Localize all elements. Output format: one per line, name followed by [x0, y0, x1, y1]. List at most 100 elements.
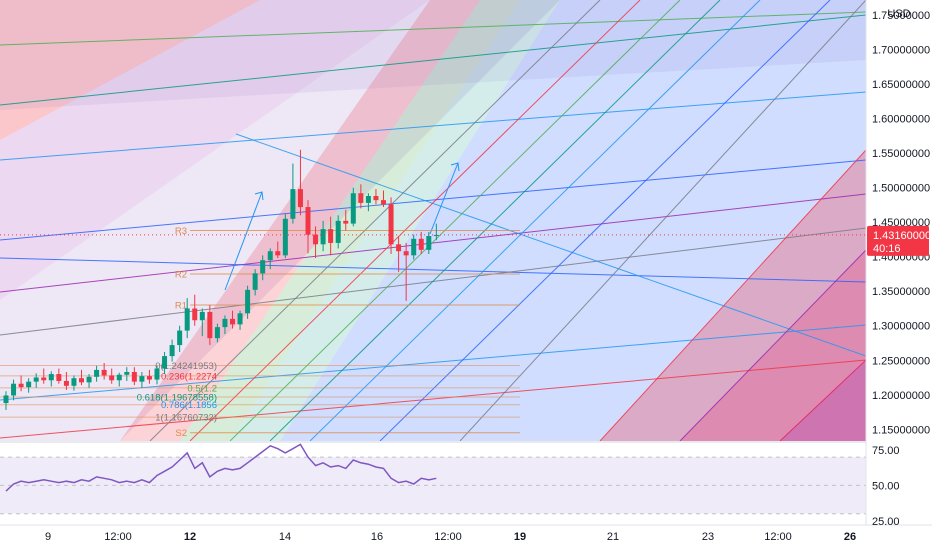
candle-4 [33, 373, 39, 388]
candle-20 [154, 365, 160, 385]
pivot-label-r1: R1 [175, 301, 187, 312]
candle-48 [365, 193, 371, 212]
candle-15 [116, 372, 122, 387]
candle-body [350, 193, 356, 224]
time-axis[interactable]: 9 12:00 12 14 16 12:00 19 21 23 12:00 26 [45, 531, 856, 543]
candle-body [290, 189, 296, 219]
candle-body [199, 311, 205, 321]
drawing-line-11 [189, 0, 641, 441]
drawing-line-17 [599, 149, 866, 441]
candle-14 [109, 368, 115, 384]
candle-body [305, 207, 311, 235]
drawing-line-12 [229, 0, 681, 441]
drawing-line-9 [235, 133, 866, 357]
candle-body [116, 374, 122, 381]
drawing-line-4 [0, 193, 866, 293]
drawing-layer[interactable] [0, 0, 866, 441]
candle-body [335, 220, 341, 243]
candle-body [245, 289, 251, 314]
candle-body [388, 204, 394, 245]
candle-body [313, 234, 319, 245]
drawing-band-2 [0, 0, 560, 441]
projection-arrowhead-0 [254, 191, 264, 201]
candle-body [162, 356, 168, 369]
pivot-label-r2: R2 [175, 269, 187, 280]
fib-label-2: 0.5(1.2 [187, 383, 217, 394]
candle-body [320, 229, 326, 245]
candle-42 [320, 220, 326, 252]
price-tick-label: 1.60000000 [872, 114, 930, 126]
candle-body [328, 229, 334, 243]
candle-body [297, 189, 303, 208]
candle-11 [86, 374, 92, 388]
rsi-pane[interactable] [0, 443, 866, 525]
candle-body [18, 383, 24, 388]
candle-body [260, 260, 266, 274]
pivot-fib-layer: R3 R2 R1 S2 0(1.24241953)0.236(1.22740.5(1.2… [0, 226, 520, 439]
price-tick-label: 1.20000000 [872, 390, 930, 402]
drawing-band-4 [180, 0, 520, 441]
price-tick-label: 1.25000000 [872, 355, 930, 367]
drawing-line-19 [779, 359, 866, 441]
candle-1 [11, 379, 17, 401]
time-tick-label: 12:00 [104, 531, 132, 543]
candle-30 [230, 310, 235, 329]
candle-body [184, 308, 190, 331]
candle-body [154, 368, 160, 380]
pivot-label-s2: S2 [175, 428, 187, 439]
candle-body [426, 236, 432, 250]
drawing-line-18 [679, 249, 866, 441]
candle-19 [146, 369, 152, 384]
candle-16 [124, 367, 130, 381]
price-pane[interactable]: R3 R2 R1 S2 0(1.24241953)0.236(1.22740.5(1.2… [0, 0, 866, 441]
rsi-line [5, 443, 437, 492]
price-tick-label: 1.70000000 [872, 45, 930, 57]
time-tick-label: 9 [45, 531, 51, 543]
candle-body [275, 251, 281, 256]
time-tick-label: 26 [844, 531, 856, 543]
candle-3 [26, 378, 32, 393]
candle-21 [162, 351, 168, 375]
candle-body [71, 378, 77, 386]
currency-label[interactable]: USD [887, 8, 910, 20]
price-tick-label: 1.15000000 [872, 424, 930, 436]
price-tag-value: 1.43160000 [873, 230, 931, 242]
drawing-line-1 [0, 14, 866, 106]
candle-6 [48, 371, 54, 387]
rsi-tick-label: 75.00 [872, 445, 900, 457]
drawing-line-16 [459, 0, 866, 441]
candle-body [381, 200, 386, 205]
rsi-axis[interactable]: 75.00 50.00 25.00 [872, 445, 900, 528]
candle-body [222, 318, 228, 328]
candle-body [343, 220, 349, 224]
candle-45 [343, 209, 349, 231]
candle-39 [297, 149, 303, 216]
drawing-band-0 [0, 0, 260, 140]
time-tick-label: 23 [702, 531, 714, 543]
price-tick-label: 1.50000000 [872, 183, 930, 195]
candle-body [56, 374, 62, 381]
drawing-line-5 [0, 257, 866, 283]
candle-56 [426, 231, 432, 254]
fib-label-5: 1(1.16760732) [155, 413, 217, 424]
candle-body [192, 308, 198, 321]
candle-41 [313, 226, 319, 259]
drawing-band-6 [280, 0, 866, 441]
candle-24 [184, 298, 190, 339]
price-axis[interactable]: 1.75000000 1.70000000 1.65000000 1.60000000… [872, 10, 930, 436]
candle-body [63, 380, 69, 386]
candle-53 [403, 242, 409, 301]
candle-body [207, 311, 213, 339]
price-tick-label: 1.65000000 [872, 79, 930, 91]
candle-10 [79, 369, 84, 386]
candle-54 [411, 234, 417, 260]
candle-34 [260, 255, 266, 281]
drawing-line-8 [0, 359, 866, 439]
candle-50 [381, 190, 386, 208]
candle-29 [222, 315, 228, 335]
price-tag-countdown: 40:16 [873, 243, 901, 255]
candle-body [94, 369, 100, 377]
candle-body [433, 234, 439, 237]
